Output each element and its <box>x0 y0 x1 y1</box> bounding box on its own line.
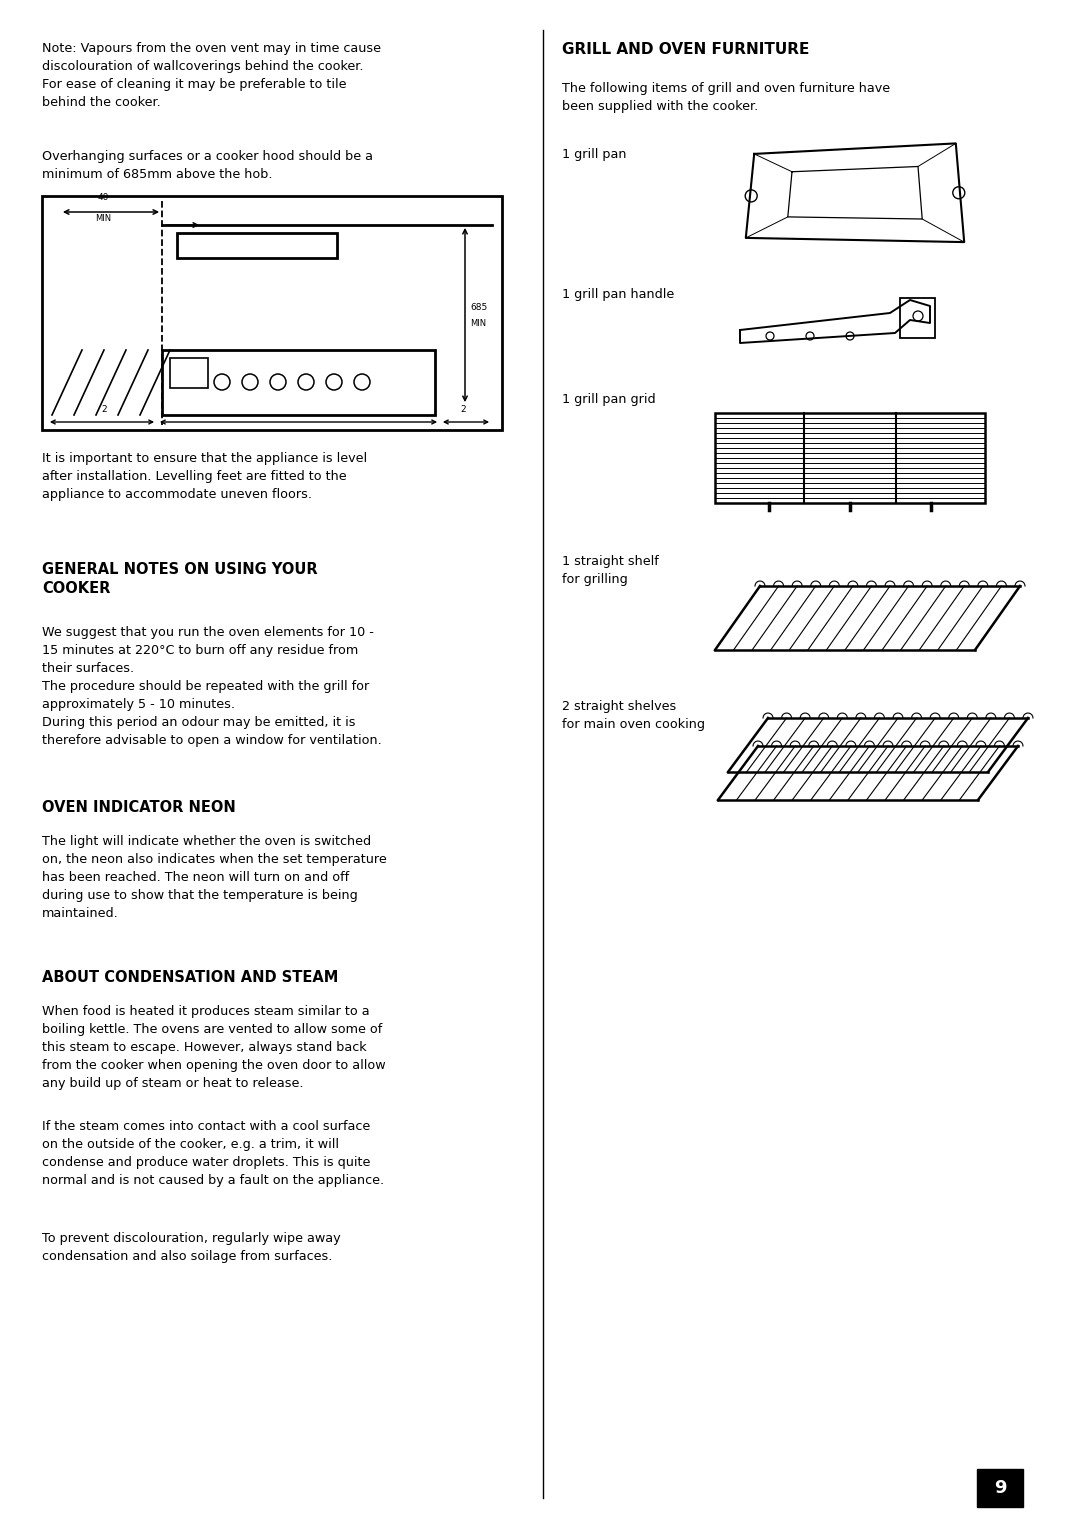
Text: 2: 2 <box>102 405 107 414</box>
Text: The light will indicate whether the oven is switched
on, the neon also indicates: The light will indicate whether the oven… <box>42 834 387 920</box>
Text: Overhanging surfaces or a cooker hood should be a
minimum of 685mm above the hob: Overhanging surfaces or a cooker hood sh… <box>42 150 373 180</box>
Text: To prevent discolouration, regularly wipe away
condensation and also soilage fro: To prevent discolouration, regularly wip… <box>42 1232 340 1264</box>
Text: If the steam comes into contact with a cool surface
on the outside of the cooker: If the steam comes into contact with a c… <box>42 1120 384 1187</box>
Text: 1 grill pan grid: 1 grill pan grid <box>562 393 656 406</box>
Text: It is important to ensure that the appliance is level
after installation. Levell: It is important to ensure that the appli… <box>42 452 367 501</box>
Text: GRILL AND OVEN FURNITURE: GRILL AND OVEN FURNITURE <box>562 41 809 57</box>
Text: 9: 9 <box>994 1479 1007 1497</box>
Bar <box>170 358 208 388</box>
Text: 40: 40 <box>97 193 109 202</box>
Text: 1 straight shelf
for grilling: 1 straight shelf for grilling <box>562 555 659 587</box>
Bar <box>900 298 935 338</box>
Text: 685: 685 <box>470 303 487 312</box>
Text: OVEN INDICATOR NEON: OVEN INDICATOR NEON <box>42 801 235 814</box>
Text: GENERAL NOTES ON USING YOUR
COOKER: GENERAL NOTES ON USING YOUR COOKER <box>42 562 318 596</box>
Bar <box>42 196 502 429</box>
Text: We suggest that you run the oven elements for 10 -
15 minutes at 220°C to burn o: We suggest that you run the oven element… <box>42 626 381 747</box>
Text: The following items of grill and oven furniture have
been supplied with the cook: The following items of grill and oven fu… <box>562 83 890 113</box>
Text: 2: 2 <box>460 405 465 414</box>
Bar <box>162 350 435 416</box>
Text: MIN: MIN <box>470 318 486 327</box>
Bar <box>977 1468 1023 1507</box>
Bar <box>715 413 985 503</box>
Bar <box>177 232 337 258</box>
Text: Note: Vapours from the oven vent may in time cause
discolouration of wallcoverin: Note: Vapours from the oven vent may in … <box>42 41 381 108</box>
Text: MIN: MIN <box>95 214 111 223</box>
Text: 1 grill pan: 1 grill pan <box>562 148 626 160</box>
Text: ABOUT CONDENSATION AND STEAM: ABOUT CONDENSATION AND STEAM <box>42 970 338 986</box>
Text: 2 straight shelves
for main oven cooking: 2 straight shelves for main oven cooking <box>562 700 705 730</box>
Text: 1 grill pan handle: 1 grill pan handle <box>562 287 674 301</box>
Text: When food is heated it produces steam similar to a
boiling kettle. The ovens are: When food is heated it produces steam si… <box>42 1005 386 1089</box>
